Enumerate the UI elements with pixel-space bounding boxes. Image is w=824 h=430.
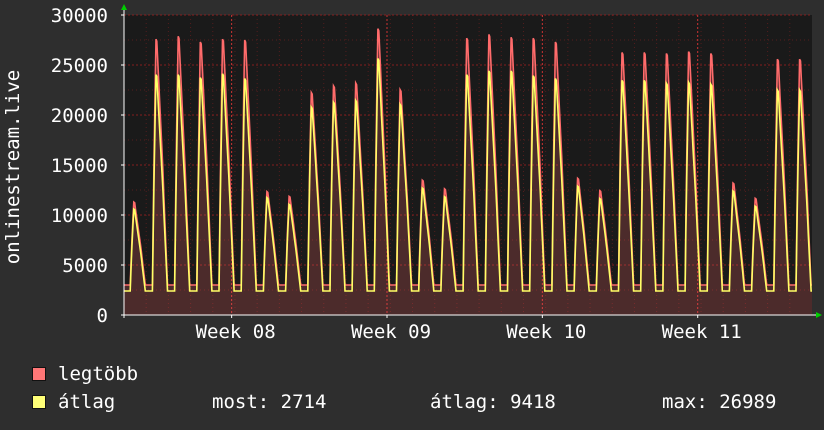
- y-tick-label: 25000: [51, 55, 108, 77]
- chart: 0 5000 10000 15000 20000 25000 30000 Week 08 Wee…: [2, 4, 822, 343]
- legend-label-max: legtöbb: [58, 363, 139, 385]
- y-tick-label: 5000: [62, 255, 108, 277]
- x-tick-label: Week 11: [662, 321, 742, 343]
- x-axis-arrow: [816, 312, 822, 318]
- stat-now: most: 2714: [212, 391, 327, 413]
- y-tick-label: 10000: [51, 205, 108, 227]
- y-tick-label: 15000: [51, 155, 108, 177]
- grid: [124, 14, 812, 315]
- stat-max: max: 26989: [662, 391, 777, 413]
- tick-labels: 0 5000 10000 15000 20000 25000 30000 Week 08 Wee…: [51, 5, 742, 343]
- x-tick-label: Week 08: [196, 321, 276, 343]
- axes: [121, 4, 822, 318]
- legend-label-average: átlag: [58, 391, 116, 413]
- average-swatch: [32, 395, 46, 409]
- y-tick-label: 30000: [51, 5, 108, 27]
- x-tick-label: Week 10: [506, 321, 586, 343]
- stat-average: átlag: 9418: [430, 391, 556, 413]
- average-series-line: [124, 58, 812, 292]
- x-tick-label: Week 09: [351, 321, 431, 343]
- max-swatch: [32, 367, 46, 381]
- y-tick-label: 20000: [51, 105, 108, 127]
- legend-item-average: átlag: [32, 391, 115, 413]
- y-axis-arrow: [121, 4, 127, 10]
- legend-item-max: legtöbb: [32, 363, 138, 385]
- y-tick-label: 0: [97, 305, 108, 327]
- max-series-area: [124, 28, 812, 315]
- y-axis-label: onlinestream.live: [2, 70, 24, 264]
